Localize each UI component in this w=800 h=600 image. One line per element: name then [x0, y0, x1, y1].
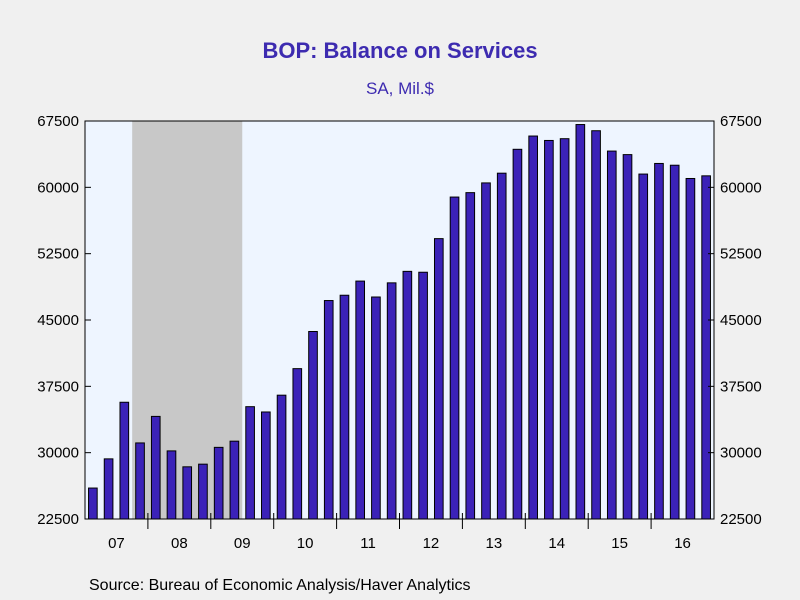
x-tick-label: 13 [486, 535, 503, 552]
bar [103, 458, 114, 520]
bar [654, 162, 664, 520]
bar [292, 368, 303, 520]
bar [119, 401, 130, 520]
y-tick-label-left: 30000 [37, 445, 79, 462]
x-tick-label: 09 [234, 535, 251, 552]
chart-title: BOP: Balance on Services [262, 38, 538, 63]
bar [198, 463, 208, 520]
bar [371, 296, 381, 520]
bar [512, 148, 523, 520]
y-tick-label-left: 52500 [37, 246, 79, 263]
x-tick-label: 07 [108, 535, 125, 552]
bar [135, 442, 145, 520]
bar [701, 175, 711, 520]
y-tick-label-left: 22500 [37, 511, 79, 528]
x-tick-label: 14 [548, 535, 565, 552]
bar [575, 124, 586, 520]
bar [339, 294, 350, 520]
bar [559, 138, 570, 520]
bar [166, 450, 177, 520]
bar [496, 172, 507, 520]
bar [528, 135, 538, 520]
bar [88, 487, 98, 520]
y-tick-label-right: 30000 [720, 445, 762, 462]
bar [449, 196, 460, 520]
bar [213, 446, 224, 520]
bar [669, 164, 680, 520]
bar [638, 173, 649, 520]
bar [622, 154, 633, 520]
y-tick-label-left: 45000 [37, 312, 79, 329]
bar [606, 150, 617, 520]
bar [323, 300, 334, 520]
bar [386, 282, 397, 520]
chart-subtitle: SA, Mil.$ [365, 79, 435, 98]
bar [355, 280, 366, 520]
recession-shading [132, 121, 243, 519]
bar [481, 182, 491, 520]
source-note: Source: Bureau of Economic Analysis/Have… [89, 577, 471, 594]
y-tick-label-right: 52500 [720, 246, 762, 263]
x-tick-label: 16 [674, 535, 691, 552]
y-tick-label-right: 60000 [720, 179, 762, 196]
y-tick-label-left: 67500 [37, 113, 79, 130]
bar [402, 270, 413, 520]
bar [150, 415, 161, 520]
x-tick-label: 11 [360, 535, 376, 552]
bar [276, 394, 287, 520]
bar [261, 411, 271, 520]
bar [685, 177, 696, 520]
bar [229, 440, 240, 520]
bar [245, 406, 255, 520]
y-tick-label-right: 45000 [720, 312, 762, 329]
bar [465, 192, 476, 520]
y-tick-label-right: 22500 [720, 511, 762, 528]
y-tick-label-right: 67500 [720, 113, 762, 130]
x-tick-label: 10 [297, 535, 314, 552]
bar [308, 330, 318, 520]
x-tick-label: 12 [423, 535, 440, 552]
x-tick-label: 08 [171, 535, 188, 552]
y-tick-label-left: 60000 [37, 179, 79, 196]
y-tick-label-left: 37500 [37, 378, 79, 395]
bar [418, 271, 428, 520]
bar [433, 238, 444, 520]
y-tick-label-right: 37500 [720, 378, 762, 395]
bar [182, 466, 193, 520]
bar [544, 139, 554, 520]
x-tick-label: 15 [611, 535, 628, 552]
bar [591, 130, 601, 520]
